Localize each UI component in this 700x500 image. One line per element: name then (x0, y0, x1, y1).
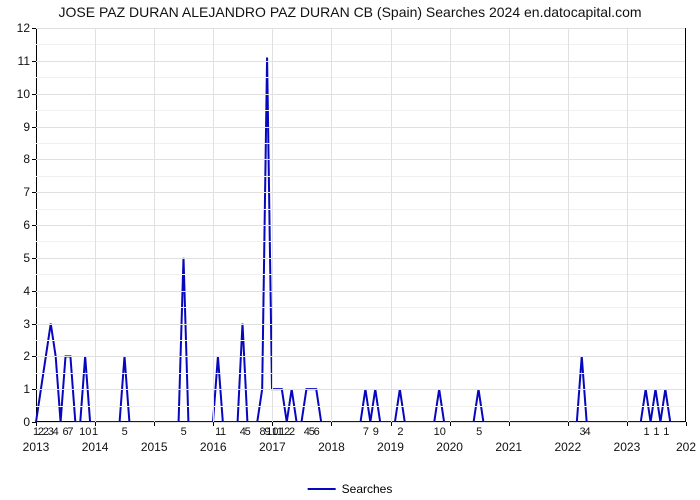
x-year-label: 202 (676, 440, 696, 454)
y-gridline (36, 324, 685, 325)
y-gridline (36, 159, 685, 160)
x-tick (213, 422, 214, 426)
y-gridline (36, 61, 685, 62)
x-sub-label: 10 (79, 426, 91, 438)
x-sub-label: 6 (314, 426, 320, 438)
y-gridline-minor (36, 110, 685, 111)
x-sub-label: 5 (122, 426, 128, 438)
y-gridline-minor (36, 274, 685, 275)
y-gridline (36, 422, 685, 423)
x-sub-label: 9 (373, 426, 379, 438)
x-year-label: 2017 (259, 440, 286, 454)
x-gridline (213, 28, 214, 422)
x-sub-label: 5 (181, 426, 187, 438)
y-gridline (36, 389, 685, 390)
x-sub-label: 10 (434, 426, 446, 438)
y-gridline-minor (36, 209, 685, 210)
x-sub-label: 4 (53, 426, 59, 438)
x-gridline (95, 28, 96, 422)
x-tick (686, 422, 687, 426)
x-sub-label: 2 (289, 426, 295, 438)
y-gridline-minor (36, 176, 685, 177)
x-sub-label: 1 (644, 426, 650, 438)
x-year-label: 2016 (200, 440, 227, 454)
x-sub-label: 5 (476, 426, 482, 438)
y-gridline-minor (36, 143, 685, 144)
y-tick-label: 9 (23, 120, 36, 134)
x-tick (450, 422, 451, 426)
x-tick (154, 422, 155, 426)
y-gridline (36, 258, 685, 259)
y-tick-label: 3 (23, 317, 36, 331)
x-year-label: 2019 (377, 440, 404, 454)
x-gridline (509, 28, 510, 422)
legend-swatch (308, 488, 336, 490)
line-chart: { "chart": { "type": "line", "title": "J… (0, 0, 700, 500)
x-gridline (568, 28, 569, 422)
y-tick-label: 8 (23, 152, 36, 166)
y-gridline-minor (36, 241, 685, 242)
x-gridline (331, 28, 332, 422)
x-tick (391, 422, 392, 426)
y-tick-label: 12 (17, 21, 36, 35)
x-tick (331, 422, 332, 426)
x-year-label: 2022 (554, 440, 581, 454)
x-gridline (154, 28, 155, 422)
legend: Searches (308, 482, 393, 496)
y-tick-label: 7 (23, 185, 36, 199)
x-sub-label: 7 (363, 426, 369, 438)
x-tick (627, 422, 628, 426)
x-sub-label: 7 (67, 426, 73, 438)
x-year-label: 2021 (495, 440, 522, 454)
x-tick (568, 422, 569, 426)
x-gridline (272, 28, 273, 422)
x-sub-label: 1 (663, 426, 669, 438)
x-sub-label: 5 (245, 426, 251, 438)
y-tick-label: 1 (23, 382, 36, 396)
y-gridline (36, 192, 685, 193)
y-gridline-minor (36, 307, 685, 308)
y-tick-label: 4 (23, 284, 36, 298)
y-gridline-minor (36, 44, 685, 45)
chart-title: JOSE PAZ DURAN ALEJANDRO PAZ DURAN CB (S… (0, 4, 700, 20)
x-gridline (391, 28, 392, 422)
x-sub-label: 1 (220, 426, 226, 438)
y-gridline (36, 356, 685, 357)
y-tick-label: 6 (23, 218, 36, 232)
y-gridline (36, 127, 685, 128)
x-sub-label: 1 (653, 426, 659, 438)
y-gridline (36, 291, 685, 292)
x-year-label: 2015 (141, 440, 168, 454)
plot-area: 0123456789101112201320142015201620172018… (36, 28, 686, 422)
y-gridline-minor (36, 340, 685, 341)
y-gridline-minor (36, 406, 685, 407)
x-year-label: 2014 (82, 440, 109, 454)
y-tick-label: 10 (17, 87, 36, 101)
x-sub-label: 1 (92, 426, 98, 438)
x-gridline (627, 28, 628, 422)
x-year-label: 2018 (318, 440, 345, 454)
y-gridline-minor (36, 77, 685, 78)
series-path (36, 58, 680, 422)
x-year-label: 2023 (614, 440, 641, 454)
y-gridline (36, 225, 685, 226)
y-tick-label: 11 (18, 54, 36, 68)
y-gridline (36, 28, 685, 29)
x-gridline (450, 28, 451, 422)
x-sub-label: 4 (584, 426, 590, 438)
y-tick-label: 5 (23, 251, 36, 265)
legend-label: Searches (342, 482, 393, 496)
x-year-label: 2013 (23, 440, 50, 454)
x-year-label: 2020 (436, 440, 463, 454)
y-tick-label: 2 (23, 349, 36, 363)
y-gridline-minor (36, 373, 685, 374)
y-gridline (36, 94, 685, 95)
x-tick (509, 422, 510, 426)
x-sub-label: 2 (397, 426, 403, 438)
